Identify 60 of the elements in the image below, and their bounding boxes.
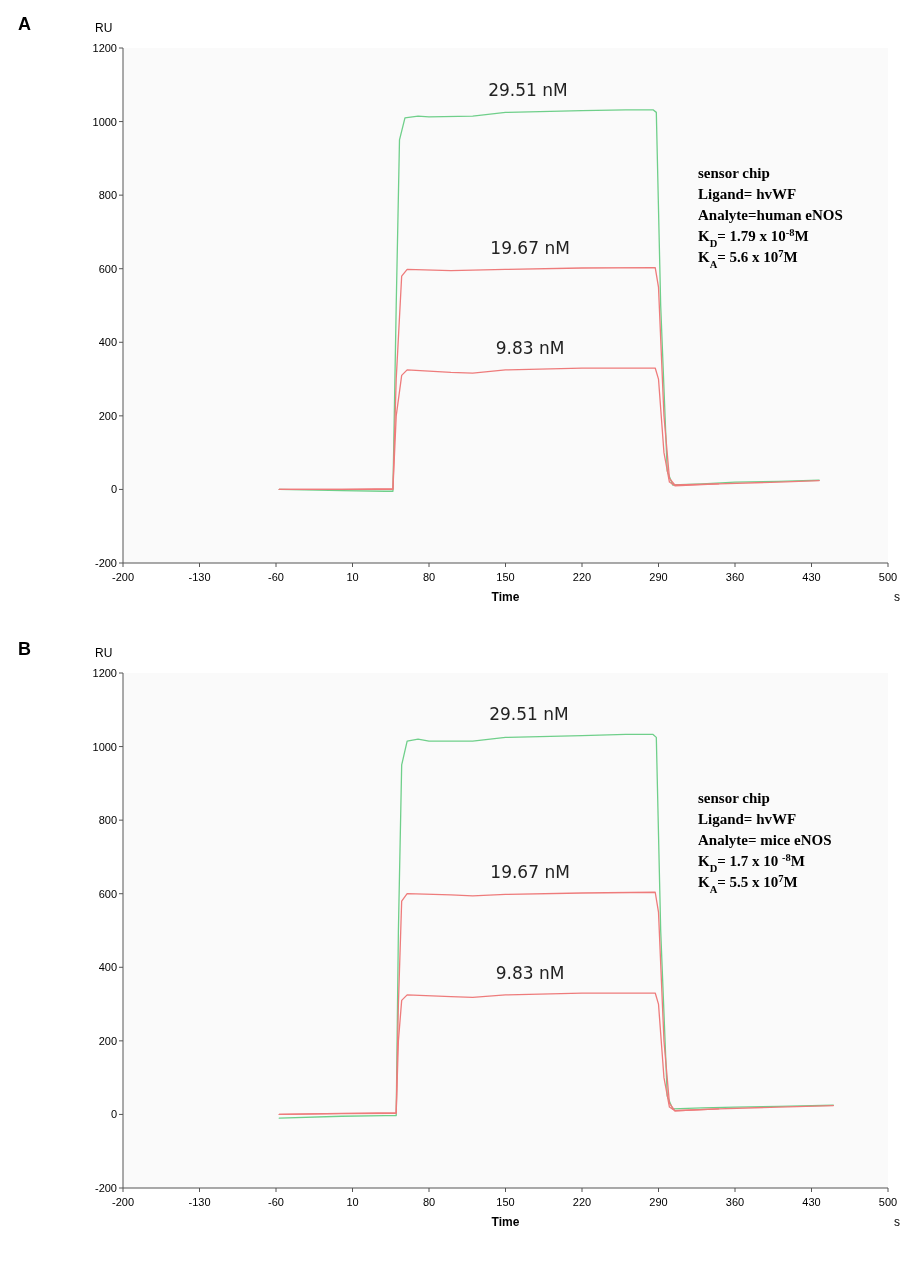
- chart-title: B: [18, 639, 31, 659]
- annotation: sensor chip: [698, 165, 770, 181]
- y-axis-title: RU: [95, 646, 113, 660]
- x-tick-label: 220: [572, 1196, 592, 1208]
- x-tick-label: 220: [572, 571, 592, 583]
- x-tick-label: 80: [422, 1196, 436, 1208]
- y-tick-label: 400: [98, 336, 117, 349]
- x-tick-label: 500: [878, 571, 898, 583]
- x-axis-title: Time: [491, 1215, 520, 1229]
- text: s: [894, 590, 900, 604]
- y-tick-label: 1200: [92, 42, 117, 54]
- y-tick-label: 1000: [92, 115, 117, 128]
- x-tick-label: -60: [268, 571, 284, 583]
- y-tick-label: 1200: [92, 667, 117, 679]
- y-tick-label: 1000: [92, 740, 117, 753]
- x-tick-label: 150: [496, 571, 515, 583]
- annotation: K$_{A}$= 5.6 x 10$^{7}$M: [698, 247, 798, 270]
- x-tick-label: 150: [496, 1196, 515, 1208]
- x-tick-label: 10: [346, 1196, 359, 1208]
- y-tick-label: 400: [98, 961, 117, 974]
- annotation: K$_{A}$= 5.5 x 10$^{7}$M: [698, 872, 798, 895]
- y-tick-label: 200: [98, 1034, 117, 1047]
- annotation: sensor chip: [698, 790, 770, 806]
- y-tick-label: 200: [98, 409, 117, 422]
- y-axis-title: RU: [95, 21, 113, 35]
- x-tick-label: 500: [878, 1196, 898, 1208]
- annotation: Analyte= mice eNOS: [698, 832, 832, 848]
- x-tick-label: 10: [346, 571, 359, 583]
- annotation: Analyte=human eNOS: [698, 207, 843, 223]
- x-axis-title: Time: [491, 590, 520, 604]
- y-tick-label: -200: [94, 557, 117, 569]
- y-tick-label: 600: [98, 262, 117, 275]
- annotation: K$_{D}$= 1.7 x 10 $^{-8}$M: [698, 851, 805, 874]
- y-tick-label: -200: [94, 1182, 117, 1194]
- series-label: 29.51 nM: [489, 704, 569, 725]
- text: s: [894, 1215, 900, 1229]
- x-tick-label: 360: [725, 571, 745, 583]
- x-tick-label: 360: [725, 1196, 745, 1208]
- series-label: 9.83 nM: [495, 338, 565, 359]
- x-tick-label: 80: [422, 571, 436, 583]
- chart-title: A: [18, 14, 31, 34]
- series-label: 9.83 nM: [495, 963, 565, 984]
- x-tick-label: 430: [802, 571, 821, 583]
- annotation: Ligand= hvWF: [698, 186, 797, 202]
- y-tick-label: 800: [98, 189, 117, 202]
- x-tick-label: 290: [649, 571, 668, 583]
- y-tick-label: 800: [98, 814, 117, 827]
- y-tick-label: 0: [110, 1108, 117, 1121]
- x-tick-label: -130: [188, 1196, 211, 1208]
- y-tick-label: 0: [110, 483, 117, 496]
- x-tick-label: 290: [649, 1196, 668, 1208]
- y-tick-label: 600: [98, 887, 117, 900]
- annotation: Ligand= hvWF: [698, 811, 797, 827]
- series-label: 29.51 nM: [488, 79, 568, 100]
- x-tick-label: 430: [802, 1196, 821, 1208]
- x-tick-label: -60: [268, 1196, 284, 1208]
- annotation: K$_{D}$= 1.79 x 10$^{-8}$M: [698, 226, 809, 249]
- series-label: 19.67 nM: [490, 862, 570, 883]
- series-label: 19.67 nM: [490, 237, 570, 258]
- x-tick-label: -130: [188, 571, 211, 583]
